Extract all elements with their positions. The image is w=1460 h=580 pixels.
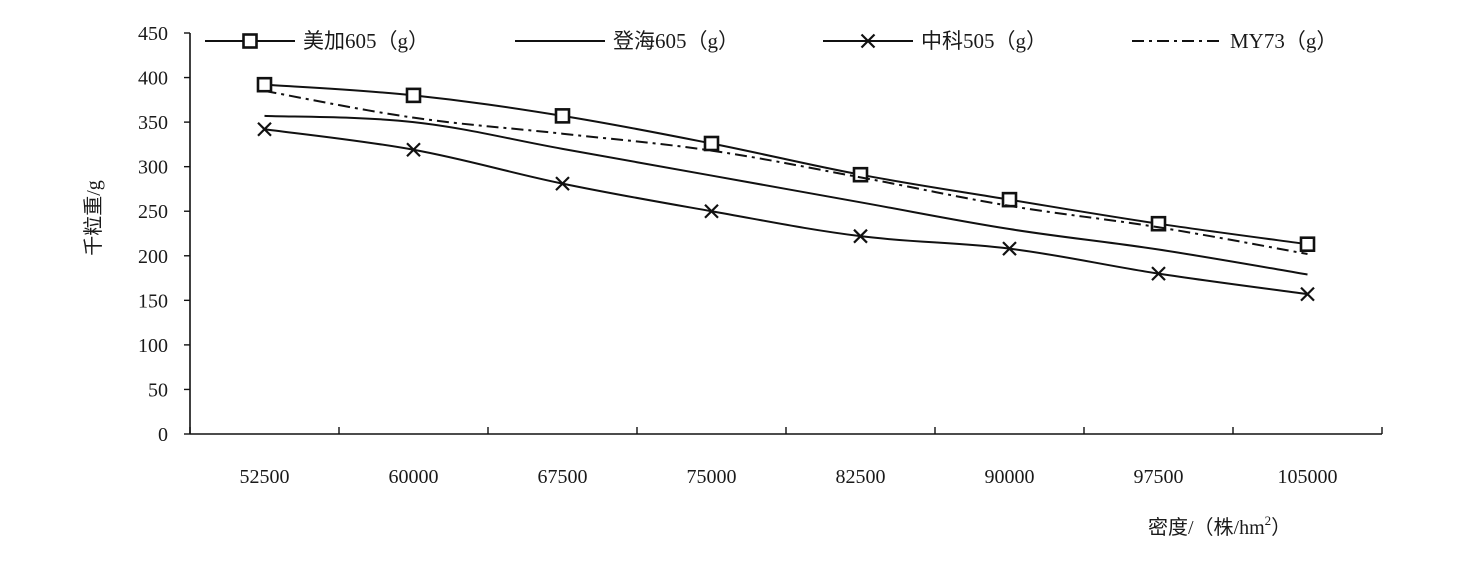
series-1	[256, 76, 1316, 252]
legend-swatch-marker	[860, 33, 876, 49]
y-axis-ticks: 0 50 100 150 200 250 300 350 400 450	[138, 23, 190, 446]
series-line	[264, 128, 1308, 296]
y-tick-label: 100	[138, 335, 168, 357]
data-point	[256, 76, 273, 93]
x-axis-ticks: 52500 60000 67500 75000 82500 90000 97500 10500…	[189, 427, 1383, 488]
data-point	[554, 108, 571, 124]
marker-stroke	[257, 121, 272, 137]
marker-stroke	[853, 228, 868, 244]
marker-stroke	[860, 33, 876, 49]
legend-item-2: 登海605（g）	[515, 29, 739, 53]
y-tick-label: 50	[148, 379, 168, 401]
data-point	[852, 166, 869, 183]
series-line	[264, 89, 1308, 255]
data-point	[1300, 286, 1315, 302]
series-4	[264, 89, 1308, 255]
x-tick-label: 105000	[1278, 466, 1338, 488]
x-tick-label: 75000	[687, 466, 737, 488]
marker-stroke	[555, 176, 570, 191]
x-axis-label-superscript: 2	[1265, 513, 1272, 528]
x-axis-label: 密度/（株/hm2）	[1148, 513, 1291, 539]
x-tick-label: 52500	[240, 466, 290, 488]
series-3	[257, 121, 1315, 302]
x-tick-label: 67500	[538, 466, 588, 488]
marker-stroke	[1300, 286, 1315, 302]
legend-item-4: MY73（g）	[1132, 29, 1337, 53]
data-point	[1299, 236, 1316, 252]
legend-label: 登海605（g）	[613, 29, 739, 53]
y-tick-label: 200	[138, 246, 168, 268]
y-axis-label: 千粒重/g	[82, 180, 105, 256]
marker-stroke	[1002, 241, 1017, 256]
y-tick-label: 300	[138, 157, 168, 179]
axes	[189, 33, 1382, 435]
legend-item-3: 中科505（g）	[823, 29, 1047, 53]
series-line	[264, 83, 1308, 246]
legend-label: MY73（g）	[1230, 29, 1337, 53]
marker-stroke	[406, 142, 421, 158]
data-point	[257, 121, 272, 137]
y-tick-label: 400	[138, 68, 168, 90]
data-point	[1151, 266, 1166, 281]
legend-label: 美加605（g）	[303, 29, 429, 53]
series-2	[264, 114, 1308, 276]
marker-stroke	[1151, 266, 1166, 281]
series-line	[264, 114, 1308, 276]
y-tick-label: 0	[158, 424, 168, 446]
data-point	[405, 87, 422, 104]
data-point	[1001, 191, 1018, 208]
x-tick-label: 60000	[389, 466, 439, 488]
x-tick-label: 82500	[836, 466, 886, 488]
data-point	[703, 135, 720, 152]
legend-swatch-marker	[242, 33, 258, 49]
data-point	[853, 228, 868, 244]
y-tick-label: 250	[138, 201, 168, 223]
legend-label: 中科505（g）	[921, 29, 1047, 53]
y-tick-label: 350	[138, 112, 168, 134]
marker-stroke	[704, 203, 719, 219]
x-tick-label: 97500	[1134, 466, 1184, 488]
data-point	[406, 142, 421, 158]
legend: 美加605（g） 登海605（g） 中科505（g） MY73（g）	[205, 29, 1337, 53]
data-point	[704, 203, 719, 219]
y-tick-label: 150	[138, 290, 168, 312]
x-tick-label: 90000	[985, 466, 1035, 488]
data-point	[555, 176, 570, 191]
x-axis-label-tail: ）	[1271, 516, 1291, 539]
legend-item-1: 美加605（g）	[205, 29, 429, 53]
data-point	[1002, 241, 1017, 256]
y-tick-label: 450	[138, 23, 168, 45]
x-axis-label-main: 密度/（株/hm	[1148, 516, 1265, 539]
series-group	[256, 76, 1316, 302]
